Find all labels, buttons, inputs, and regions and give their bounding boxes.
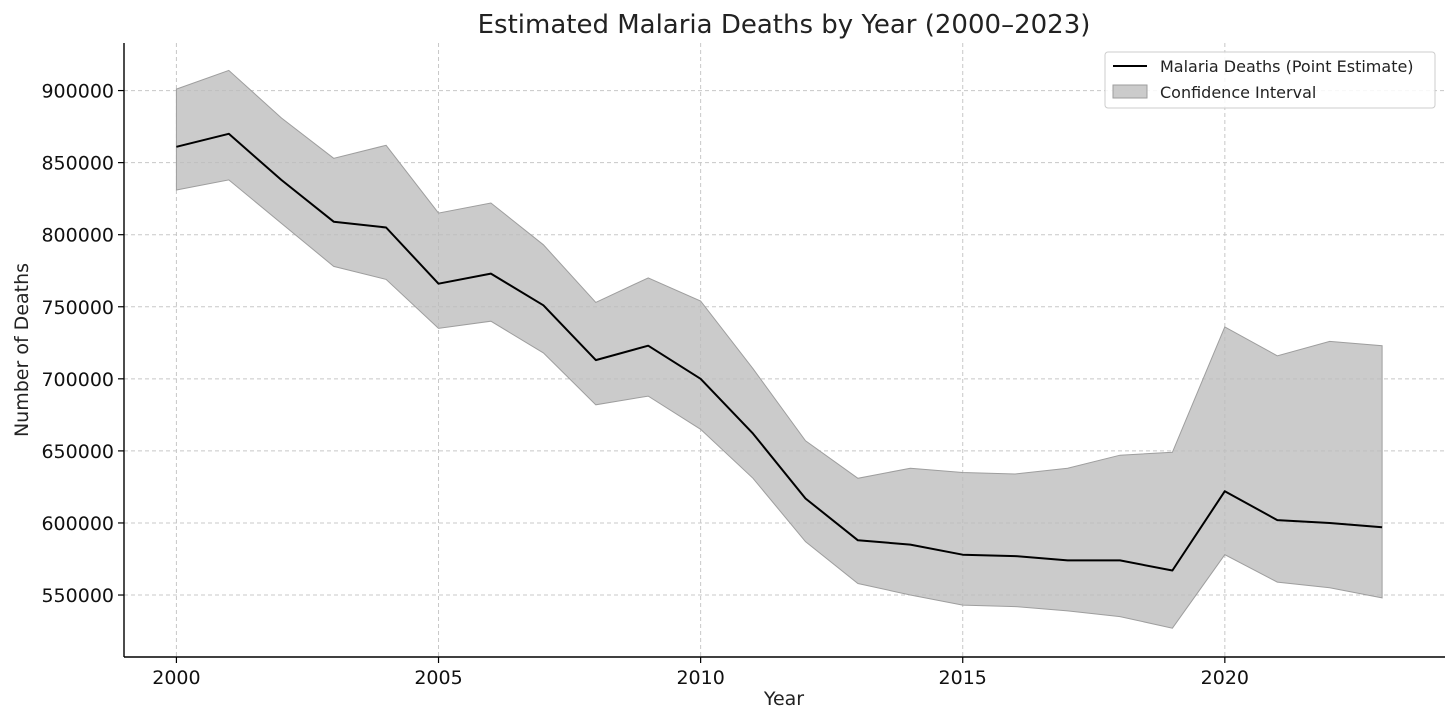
legend: Malaria Deaths (Point Estimate) Confiden… [1104, 51, 1436, 109]
y-tick-label-750000: 750000 [41, 297, 114, 319]
y-tick-label-700000: 700000 [41, 369, 114, 391]
x-tick-label-2005: 2005 [414, 667, 462, 689]
confidence-interval-band [175, 69, 1383, 629]
chart-title: Estimated Malaria Deaths by Year (2000–2… [478, 10, 1091, 40]
x-tick-label-2015: 2015 [939, 667, 987, 689]
x-tick-label-2000: 2000 [152, 667, 200, 689]
y-tick-label-650000: 650000 [41, 441, 114, 463]
y-axis-ticks: 550000 600000 650000 700000 750000 800000 8500… [41, 81, 124, 607]
legend-label-confidence-interval: Confidence Interval [1160, 83, 1316, 102]
y-tick-label-850000: 850000 [41, 153, 114, 175]
y-axis-label: Number of Deaths [11, 263, 33, 437]
y-tick-label-600000: 600000 [41, 513, 114, 535]
y-tick-label-550000: 550000 [41, 585, 114, 607]
y-tick-label-900000: 900000 [41, 81, 114, 103]
legend-label-point-estimate: Malaria Deaths (Point Estimate) [1160, 57, 1414, 76]
x-tick-label-2020: 2020 [1201, 667, 1249, 689]
point-estimate-line [176, 132, 1383, 572]
x-tick-label-2010: 2010 [676, 667, 724, 689]
x-axis-label: Year [763, 688, 804, 710]
legend-box [1104, 51, 1436, 109]
legend-band-swatch [1112, 84, 1148, 99]
x-axis-ticks: 2000 2005 2010 2015 2020 [152, 657, 1249, 689]
y-tick-label-800000: 800000 [41, 225, 114, 247]
